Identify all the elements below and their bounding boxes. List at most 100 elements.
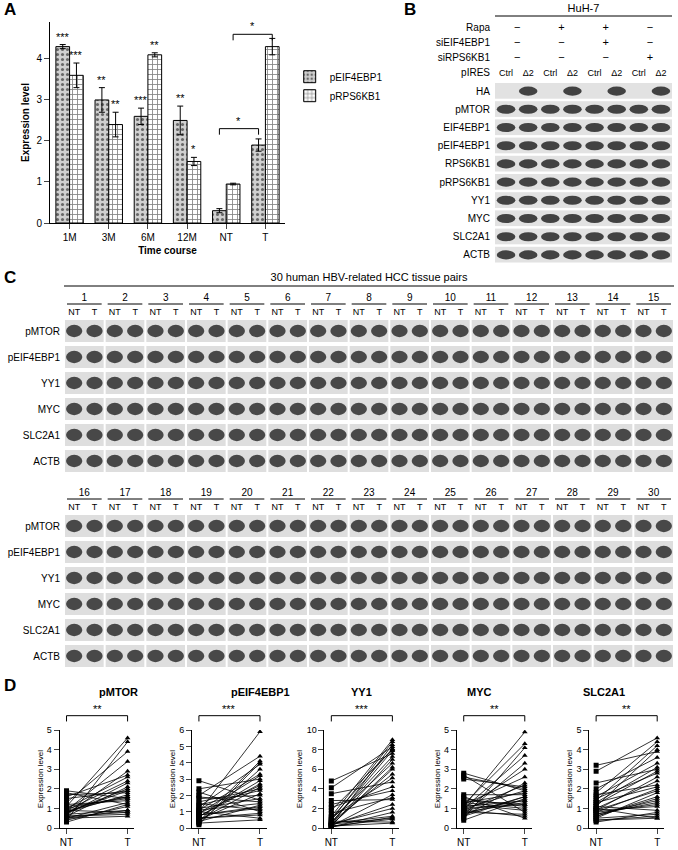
- svg-text:17: 17: [119, 487, 131, 498]
- svg-text:T: T: [376, 502, 382, 512]
- svg-text:T: T: [132, 502, 138, 512]
- svg-text:−: −: [514, 51, 520, 63]
- svg-text:NT: NT: [190, 307, 202, 317]
- svg-text:NT: NT: [272, 502, 284, 512]
- svg-text:T: T: [295, 502, 301, 512]
- svg-text:NT: NT: [150, 307, 162, 317]
- svg-text:SLC2A1: SLC2A1: [23, 430, 61, 441]
- svg-text:Expression level: Expression level: [565, 750, 574, 808]
- svg-text:pRPS6KB1: pRPS6KB1: [439, 177, 490, 188]
- svg-text:Expression level: Expression level: [20, 83, 31, 162]
- svg-text:T: T: [580, 502, 586, 512]
- svg-text:Ctrl: Ctrl: [588, 68, 602, 78]
- svg-text:*: *: [191, 143, 196, 155]
- svg-text:1: 1: [576, 804, 581, 814]
- svg-text:T: T: [498, 307, 504, 317]
- svg-text:NT: NT: [434, 307, 446, 317]
- svg-text:NT: NT: [220, 232, 233, 243]
- svg-text:0: 0: [576, 823, 581, 833]
- svg-text:5: 5: [244, 292, 250, 303]
- svg-text:NT: NT: [353, 307, 365, 317]
- svg-text:NT: NT: [597, 502, 609, 512]
- svg-text:*: *: [236, 115, 241, 127]
- svg-text:+: +: [602, 36, 608, 48]
- svg-text:pMTOR: pMTOR: [99, 686, 138, 698]
- svg-text:2: 2: [312, 804, 317, 814]
- svg-text:3: 3: [444, 764, 449, 774]
- svg-text:−: −: [514, 21, 520, 33]
- svg-text:ACTB: ACTB: [33, 651, 60, 662]
- svg-text:Time course: Time course: [138, 245, 197, 256]
- svg-text:+: +: [558, 21, 564, 33]
- svg-text:T: T: [620, 307, 626, 317]
- svg-text:2: 2: [47, 784, 52, 794]
- svg-text:T: T: [376, 307, 382, 317]
- svg-text:NT: NT: [109, 502, 121, 512]
- svg-text:NT: NT: [192, 837, 205, 848]
- svg-text:pEIF4EBP1: pEIF4EBP1: [231, 686, 290, 698]
- svg-text:T: T: [254, 307, 260, 317]
- svg-text:NT: NT: [638, 307, 650, 317]
- svg-text:NT: NT: [394, 502, 406, 512]
- svg-text:NT: NT: [231, 307, 243, 317]
- svg-text:4: 4: [312, 784, 317, 794]
- svg-text:12: 12: [526, 292, 538, 303]
- svg-text:0: 0: [444, 823, 449, 833]
- svg-text:NT: NT: [325, 837, 338, 848]
- svg-text:22: 22: [323, 487, 335, 498]
- svg-text:T: T: [389, 837, 395, 848]
- svg-text:pRPS6KB1: pRPS6KB1: [330, 91, 381, 102]
- svg-text:Expression level: Expression level: [36, 750, 45, 808]
- svg-text:−: −: [558, 51, 564, 63]
- svg-text:Expression level: Expression level: [168, 750, 177, 808]
- svg-text:Δ2: Δ2: [611, 68, 622, 78]
- svg-text:13: 13: [567, 292, 579, 303]
- svg-text:***: ***: [56, 31, 70, 43]
- svg-text:NT: NT: [150, 502, 162, 512]
- svg-text:**: **: [622, 703, 631, 715]
- svg-text:NT: NT: [312, 307, 324, 317]
- svg-text:−: −: [602, 51, 608, 63]
- svg-text:20: 20: [241, 487, 253, 498]
- svg-text:ACTB: ACTB: [463, 249, 490, 260]
- svg-text:T: T: [262, 232, 268, 243]
- svg-text:Δ2: Δ2: [567, 68, 578, 78]
- svg-text:T: T: [417, 307, 423, 317]
- svg-text:T: T: [458, 307, 464, 317]
- svg-text:+: +: [602, 21, 608, 33]
- svg-text:3: 3: [36, 94, 42, 105]
- svg-text:MYC: MYC: [38, 404, 60, 415]
- svg-text:6: 6: [312, 764, 317, 774]
- svg-text:25: 25: [445, 487, 457, 498]
- svg-text:−: −: [558, 36, 564, 48]
- svg-text:siEIF4EBP1: siEIF4EBP1: [436, 37, 490, 48]
- svg-text:NT: NT: [589, 837, 602, 848]
- svg-text:3: 3: [576, 764, 581, 774]
- svg-text:NT: NT: [60, 837, 73, 848]
- svg-text:30 human HBV-related HCC tissu: 30 human HBV-related HCC tissue pairs: [271, 271, 468, 283]
- svg-text:NT: NT: [394, 307, 406, 317]
- svg-text:23: 23: [363, 487, 375, 498]
- svg-text:15: 15: [648, 292, 660, 303]
- svg-text:T: T: [257, 837, 263, 848]
- svg-text:SLC2A1: SLC2A1: [23, 625, 61, 636]
- svg-text:RPS6KB1: RPS6KB1: [445, 158, 490, 169]
- svg-text:YY1: YY1: [351, 686, 372, 698]
- svg-text:24: 24: [404, 487, 416, 498]
- svg-text:***: ***: [134, 94, 148, 106]
- svg-text:NT: NT: [638, 502, 650, 512]
- svg-text:NT: NT: [272, 307, 284, 317]
- svg-text:T: T: [92, 502, 98, 512]
- svg-text:−: −: [647, 21, 653, 33]
- svg-text:NT: NT: [556, 307, 568, 317]
- svg-text:NT: NT: [68, 502, 80, 512]
- svg-text:MYC: MYC: [38, 599, 60, 610]
- svg-text:21: 21: [282, 487, 294, 498]
- svg-text:Ctrl: Ctrl: [632, 68, 646, 78]
- svg-text:2: 2: [576, 784, 581, 794]
- svg-text:**: **: [150, 39, 159, 51]
- svg-text:6: 6: [285, 292, 291, 303]
- svg-text:28: 28: [567, 487, 579, 498]
- svg-text:pMTOR: pMTOR: [25, 326, 60, 337]
- svg-text:−: −: [647, 36, 653, 48]
